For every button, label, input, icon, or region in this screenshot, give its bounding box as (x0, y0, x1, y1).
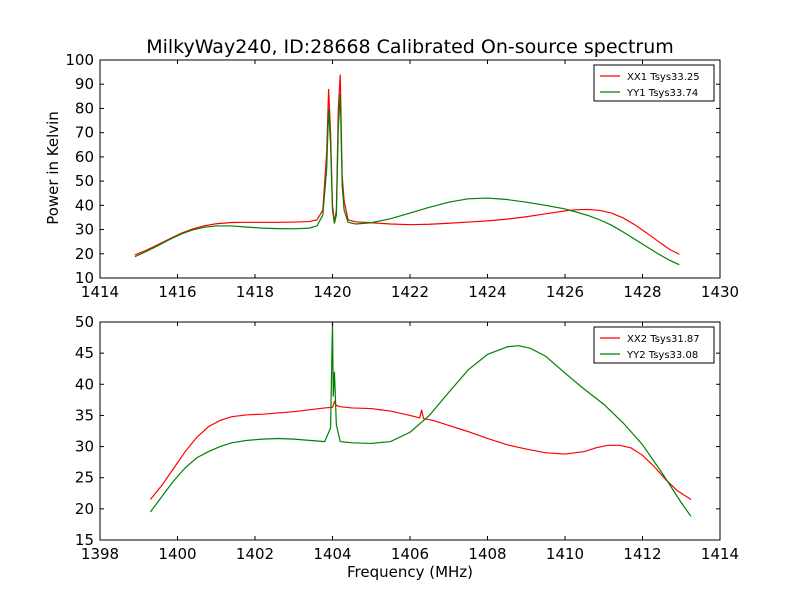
bottom-subplot: 1398 1400 1402 1404 1406 1408 1410 1412 1414 15 20… (75, 313, 739, 563)
x-tick-label: 1404 (313, 545, 351, 563)
top-subplot: 1414 1416 1418 1420 1422 1424 1426 1428 1430 10 20… (65, 51, 739, 301)
x-tick-label: 1414 (81, 283, 119, 301)
y-tick-label: 45 (75, 344, 94, 362)
x-tick-label: 1430 (701, 283, 739, 301)
x-tick-label: 1416 (158, 283, 196, 301)
y-tick-label: 50 (75, 313, 94, 331)
x-tick-label: 1426 (546, 283, 584, 301)
y-axis-label: Power in Kelvin (44, 111, 62, 225)
legend-entry-2: YY2 Tsys33.08 (626, 350, 698, 361)
x-tick-label: 1410 (546, 545, 584, 563)
x-tick-label: 1408 (468, 545, 506, 563)
legend-entry-1: XX2 Tsys31.87 (627, 334, 700, 345)
x-tick-label: 1422 (391, 283, 429, 301)
legend-entry-1: XX1 Tsys33.25 (627, 72, 700, 83)
y-tick-label: 100 (65, 51, 94, 69)
x-tick-label: 1402 (236, 545, 274, 563)
y-tick-label: 15 (75, 531, 94, 549)
x-tick-label: 1420 (313, 283, 351, 301)
x-tick-label: 1406 (391, 545, 429, 563)
y-tick-label: 10 (75, 269, 94, 287)
legend-box (593, 326, 715, 364)
x-tick-label: 1418 (236, 283, 274, 301)
y-tick-label: 35 (75, 406, 94, 424)
series-line-2 (134, 93, 680, 266)
y-tick-label: 60 (75, 148, 94, 166)
series-line-1 (149, 400, 692, 501)
y-tick-label: 25 (75, 469, 94, 487)
x-tick-label: 1398 (81, 545, 119, 563)
y-tick-label: 40 (75, 375, 94, 393)
y-tick-label: 30 (75, 221, 94, 239)
legend-box (593, 64, 715, 102)
x-tick-label: 1414 (701, 545, 739, 563)
y-tick-label: 20 (75, 500, 94, 518)
y-tick-label: 30 (75, 438, 94, 456)
x-axis-label: Frequency (MHz) (347, 563, 473, 581)
y-tick-label: 70 (75, 124, 94, 142)
y-tick-label: 80 (75, 99, 94, 117)
x-tick-label: 1412 (623, 545, 661, 563)
legend-entry-2: YY1 Tsys33.74 (626, 88, 698, 99)
x-tick-label: 1400 (158, 545, 196, 563)
y-tick-label: 50 (75, 172, 94, 190)
x-tick-label: 1428 (623, 283, 661, 301)
series-line-2 (149, 322, 692, 517)
y-tick-label: 20 (75, 245, 94, 263)
y-tick-label: 40 (75, 196, 94, 214)
chart-title: MilkyWay240, ID:28668 Calibrated On-sour… (146, 36, 674, 58)
y-tick-label: 90 (75, 75, 94, 93)
x-tick-label: 1424 (468, 283, 506, 301)
